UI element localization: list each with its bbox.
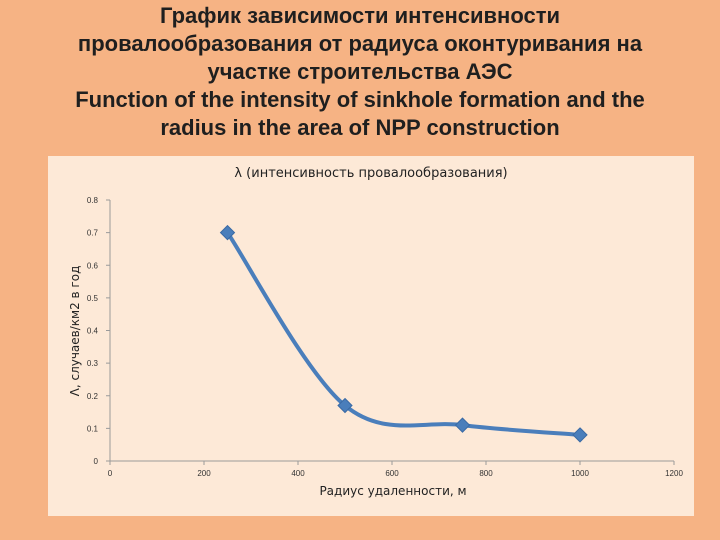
y-axis-label: Λ, случаев/км2 в год <box>68 266 82 397</box>
chart-title: λ (интенсивность провалообразования) <box>234 166 507 181</box>
data-point-marker <box>219 224 236 241</box>
x-axis-label: Радиус удаленности, м <box>319 484 466 498</box>
y-tick-label: 0.3 <box>87 359 99 368</box>
slide-title-line: провалообразования от радиуса оконтурива… <box>77 31 643 56</box>
y-tick-label: 0.8 <box>87 196 99 205</box>
y-tick-label: 0.1 <box>87 424 99 433</box>
data-point-marker <box>572 427 588 443</box>
y-tick-label: 0.2 <box>87 392 99 401</box>
series-line <box>225 230 582 437</box>
x-tick-label: 600 <box>385 469 399 478</box>
data-point-marker <box>454 417 471 433</box>
x-tick-label: 0 <box>108 469 113 478</box>
slide-title-line: участке строительства АЭС <box>207 59 513 84</box>
y-tick-label: 0 <box>94 457 99 466</box>
slide-title: График зависимости интенсивности провало… <box>40 2 680 142</box>
slide-title-line: График зависимости интенсивности <box>159 3 561 28</box>
x-tick-label: 800 <box>479 469 493 478</box>
line-chart: λ (интенсивность провалообразования) 0 0.… <box>68 166 683 498</box>
y-tick-label: 0.5 <box>87 294 99 303</box>
y-tick-label: 0.6 <box>87 261 99 270</box>
x-tick-label: 1000 <box>571 469 589 478</box>
slide-title-line: Function of the intensity of sinkhole fo… <box>75 87 645 112</box>
y-tick-label: 0.4 <box>87 327 99 336</box>
data-point-marker <box>337 397 353 414</box>
y-tick-label: 0.7 <box>87 229 99 238</box>
x-tick-label: 1200 <box>665 469 683 478</box>
slide-title-line: radius in the area of NPP construction <box>160 115 560 140</box>
chart-panel: λ (интенсивность провалообразования) 0 0.… <box>48 156 694 516</box>
x-tick-label: 400 <box>291 469 305 478</box>
x-tick-label: 200 <box>197 469 211 478</box>
